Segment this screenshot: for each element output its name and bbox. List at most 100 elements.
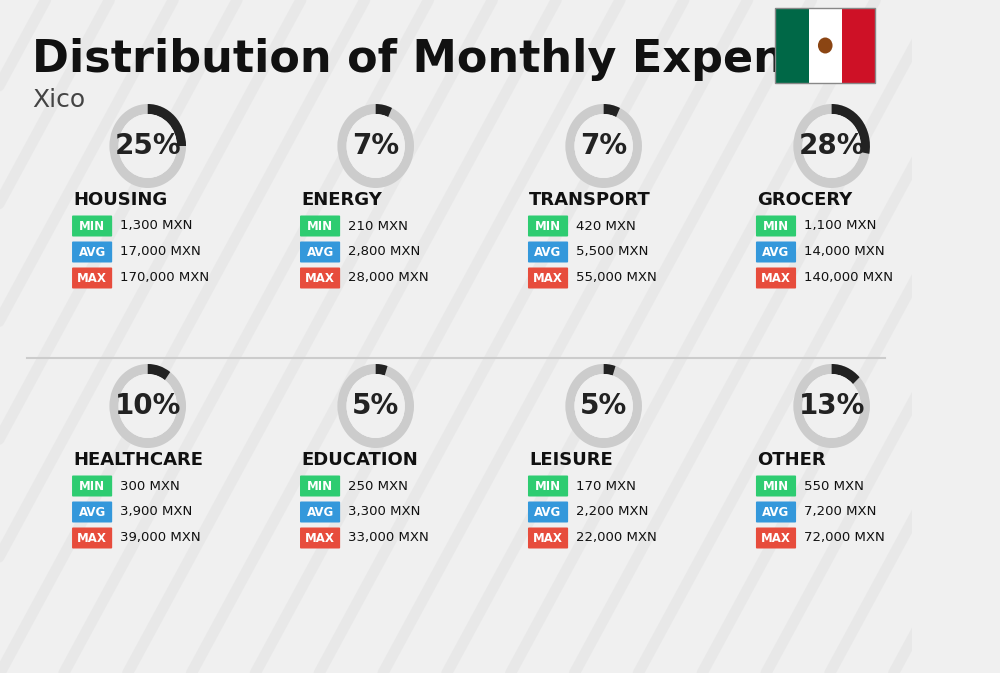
Text: MIN: MIN bbox=[307, 219, 333, 232]
FancyBboxPatch shape bbox=[300, 215, 340, 236]
FancyBboxPatch shape bbox=[300, 476, 340, 497]
FancyBboxPatch shape bbox=[528, 476, 568, 497]
Text: MAX: MAX bbox=[533, 271, 563, 285]
Text: MAX: MAX bbox=[761, 271, 791, 285]
Text: 170,000 MXN: 170,000 MXN bbox=[120, 271, 209, 285]
FancyBboxPatch shape bbox=[72, 528, 112, 548]
Text: 300 MXN: 300 MXN bbox=[120, 479, 180, 493]
FancyBboxPatch shape bbox=[528, 242, 568, 262]
Circle shape bbox=[347, 374, 405, 438]
Text: MIN: MIN bbox=[535, 479, 561, 493]
Text: AVG: AVG bbox=[534, 505, 562, 518]
FancyBboxPatch shape bbox=[300, 528, 340, 548]
Bar bbox=[775, 8, 875, 83]
Text: MAX: MAX bbox=[305, 271, 335, 285]
FancyBboxPatch shape bbox=[300, 267, 340, 289]
Text: 2,200 MXN: 2,200 MXN bbox=[576, 505, 649, 518]
Text: 550 MXN: 550 MXN bbox=[804, 479, 864, 493]
Text: 420 MXN: 420 MXN bbox=[576, 219, 636, 232]
Wedge shape bbox=[793, 364, 870, 448]
Text: 2,800 MXN: 2,800 MXN bbox=[348, 246, 421, 258]
Text: 210 MXN: 210 MXN bbox=[348, 219, 408, 232]
Circle shape bbox=[119, 114, 177, 178]
Text: 7%: 7% bbox=[352, 132, 399, 160]
Wedge shape bbox=[109, 104, 186, 188]
Circle shape bbox=[802, 114, 861, 178]
Text: AVG: AVG bbox=[306, 246, 334, 258]
Text: 250 MXN: 250 MXN bbox=[348, 479, 408, 493]
Wedge shape bbox=[793, 104, 870, 188]
FancyBboxPatch shape bbox=[72, 501, 112, 522]
Text: AVG: AVG bbox=[78, 505, 106, 518]
Wedge shape bbox=[376, 364, 388, 376]
Text: GROCERY: GROCERY bbox=[757, 191, 852, 209]
Text: Distribution of Monthly Expenses: Distribution of Monthly Expenses bbox=[32, 38, 868, 81]
Text: 3,300 MXN: 3,300 MXN bbox=[348, 505, 421, 518]
Text: 39,000 MXN: 39,000 MXN bbox=[120, 532, 201, 544]
Circle shape bbox=[574, 374, 633, 438]
Bar bbox=[842, 8, 875, 83]
Text: 25%: 25% bbox=[114, 132, 181, 160]
Text: 33,000 MXN: 33,000 MXN bbox=[348, 532, 429, 544]
Text: MAX: MAX bbox=[533, 532, 563, 544]
Text: 7,200 MXN: 7,200 MXN bbox=[804, 505, 877, 518]
Text: AVG: AVG bbox=[78, 246, 106, 258]
Text: 10%: 10% bbox=[115, 392, 181, 420]
Text: HEALTHCARE: HEALTHCARE bbox=[73, 451, 203, 469]
FancyBboxPatch shape bbox=[756, 267, 796, 289]
Wedge shape bbox=[109, 364, 186, 448]
Text: AVG: AVG bbox=[762, 505, 790, 518]
Bar bbox=[775, 8, 809, 83]
Circle shape bbox=[574, 114, 633, 178]
Circle shape bbox=[818, 38, 833, 53]
Text: 5%: 5% bbox=[580, 392, 627, 420]
Wedge shape bbox=[376, 104, 392, 117]
Text: EDUCATION: EDUCATION bbox=[301, 451, 418, 469]
Text: 22,000 MXN: 22,000 MXN bbox=[576, 532, 657, 544]
Text: 1,300 MXN: 1,300 MXN bbox=[120, 219, 193, 232]
Text: 72,000 MXN: 72,000 MXN bbox=[804, 532, 885, 544]
Wedge shape bbox=[604, 364, 615, 376]
Wedge shape bbox=[148, 104, 186, 146]
FancyBboxPatch shape bbox=[528, 267, 568, 289]
Text: 7%: 7% bbox=[580, 132, 627, 160]
Text: 1,100 MXN: 1,100 MXN bbox=[804, 219, 877, 232]
Text: 5,500 MXN: 5,500 MXN bbox=[576, 246, 649, 258]
Text: MAX: MAX bbox=[761, 532, 791, 544]
FancyBboxPatch shape bbox=[300, 501, 340, 522]
Wedge shape bbox=[148, 364, 170, 380]
Text: Xico: Xico bbox=[32, 88, 85, 112]
Text: MAX: MAX bbox=[77, 271, 107, 285]
Text: TRANSPORT: TRANSPORT bbox=[529, 191, 651, 209]
Text: ENERGY: ENERGY bbox=[301, 191, 382, 209]
Text: 3,900 MXN: 3,900 MXN bbox=[120, 505, 193, 518]
Wedge shape bbox=[832, 104, 870, 154]
FancyBboxPatch shape bbox=[756, 476, 796, 497]
Text: MIN: MIN bbox=[79, 219, 105, 232]
Text: MIN: MIN bbox=[763, 219, 789, 232]
Text: 140,000 MXN: 140,000 MXN bbox=[804, 271, 893, 285]
FancyBboxPatch shape bbox=[72, 242, 112, 262]
Wedge shape bbox=[565, 364, 642, 448]
Text: MAX: MAX bbox=[77, 532, 107, 544]
FancyBboxPatch shape bbox=[528, 501, 568, 522]
Text: 28,000 MXN: 28,000 MXN bbox=[348, 271, 429, 285]
Text: MAX: MAX bbox=[305, 532, 335, 544]
Circle shape bbox=[347, 114, 405, 178]
Text: AVG: AVG bbox=[762, 246, 790, 258]
Text: MIN: MIN bbox=[763, 479, 789, 493]
Circle shape bbox=[802, 374, 861, 438]
Text: OTHER: OTHER bbox=[757, 451, 825, 469]
FancyBboxPatch shape bbox=[300, 242, 340, 262]
Text: 13%: 13% bbox=[798, 392, 865, 420]
FancyBboxPatch shape bbox=[756, 528, 796, 548]
FancyBboxPatch shape bbox=[528, 528, 568, 548]
Text: 28%: 28% bbox=[798, 132, 865, 160]
FancyBboxPatch shape bbox=[528, 215, 568, 236]
Wedge shape bbox=[832, 364, 860, 384]
Text: AVG: AVG bbox=[306, 505, 334, 518]
FancyBboxPatch shape bbox=[756, 501, 796, 522]
FancyBboxPatch shape bbox=[72, 476, 112, 497]
Text: MIN: MIN bbox=[535, 219, 561, 232]
Text: AVG: AVG bbox=[534, 246, 562, 258]
